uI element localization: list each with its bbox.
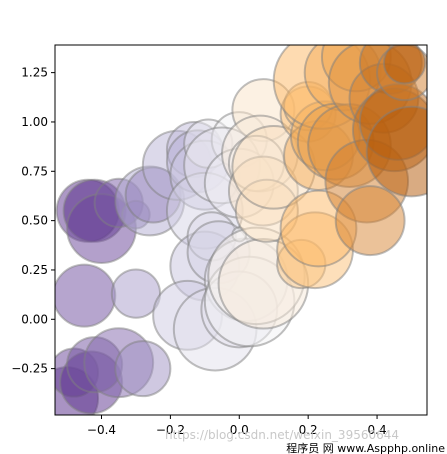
- y-tick-label: 1.25: [21, 66, 48, 80]
- y-tick-label: −0.25: [11, 362, 48, 376]
- y-tick-label: 0.25: [21, 263, 48, 277]
- y-tick-label: 0.50: [21, 214, 48, 228]
- y-tick-label: 0.75: [21, 164, 48, 178]
- y-tick-label: 0.00: [21, 312, 48, 326]
- watermark-site: 程序员 网 www.Aspphp.online: [286, 441, 445, 454]
- x-tick-label: 0.4: [368, 423, 387, 437]
- x-tick-label: 0.2: [299, 423, 318, 437]
- scatter-point-5: [114, 340, 172, 398]
- y-tick-label: 1.00: [21, 115, 48, 129]
- x-tick-label: 0.0: [230, 423, 249, 437]
- points-layer: [55, 45, 427, 415]
- scatter-point-6: [55, 263, 117, 328]
- scatter-point-61: [365, 105, 427, 198]
- x-tick-label: −0.2: [156, 423, 185, 437]
- y-axis: −0.25 0.00 0.25 0.50 0.75 1.00 1.25: [11, 66, 55, 376]
- scatter-point-54: [334, 185, 406, 257]
- x-tick-label: −0.4: [87, 423, 116, 437]
- scatter-point-62: [382, 45, 427, 85]
- plot-frame: [54, 44, 428, 416]
- watermark-url: https://blog.csdn.net/weixin_39560644: [165, 428, 399, 442]
- x-axis: −0.4 −0.2 0.0 0.2 0.4: [87, 415, 387, 437]
